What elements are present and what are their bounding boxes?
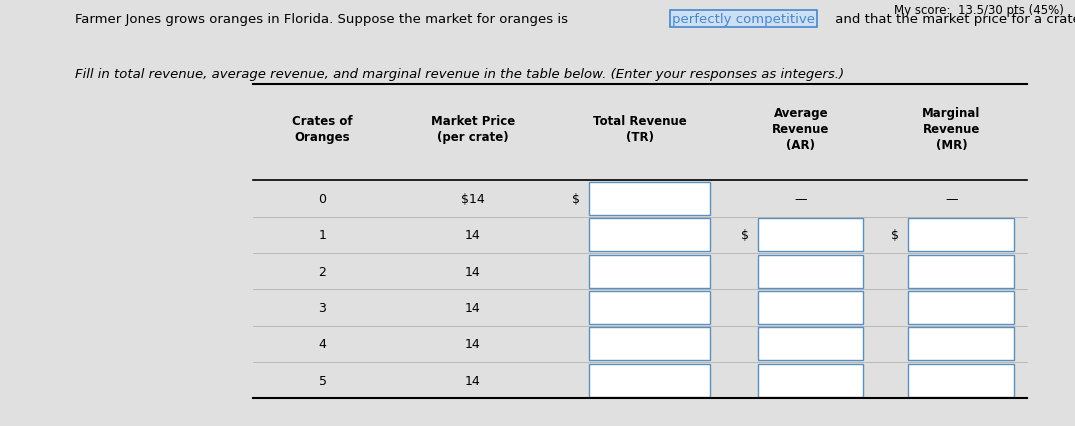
Text: $: $ <box>891 229 899 242</box>
Text: My score:  13.5/30 pts (45%): My score: 13.5/30 pts (45%) <box>894 4 1064 17</box>
Text: Fill in total revenue, average revenue, and marginal revenue in the table below.: Fill in total revenue, average revenue, … <box>75 68 844 81</box>
Text: —: — <box>945 193 958 206</box>
Text: 14: 14 <box>465 337 481 351</box>
Text: 14: 14 <box>465 301 481 314</box>
Text: 4: 4 <box>318 337 327 351</box>
Text: 14: 14 <box>465 265 481 278</box>
Text: perfectly competitive: perfectly competitive <box>672 13 815 26</box>
Text: $: $ <box>741 229 748 242</box>
Text: 1: 1 <box>318 229 327 242</box>
Text: 14: 14 <box>465 374 481 387</box>
Text: $: $ <box>572 193 579 206</box>
Text: 14: 14 <box>465 229 481 242</box>
Text: Total Revenue
(TR): Total Revenue (TR) <box>592 115 687 143</box>
Text: and that the market price for a crate of oranges is $14 per crate.: and that the market price for a crate of… <box>831 13 1075 26</box>
Text: Average
Revenue
(AR): Average Revenue (AR) <box>772 106 830 151</box>
Text: Marginal
Revenue
(MR): Marginal Revenue (MR) <box>922 106 980 151</box>
Text: 5: 5 <box>318 374 327 387</box>
Text: Market Price
(per crate): Market Price (per crate) <box>431 115 515 143</box>
Text: —: — <box>794 193 807 206</box>
Text: 3: 3 <box>318 301 327 314</box>
Text: $14: $14 <box>461 193 485 206</box>
Text: 2: 2 <box>318 265 327 278</box>
Text: Crates of
Oranges: Crates of Oranges <box>292 115 353 143</box>
Text: 0: 0 <box>318 193 327 206</box>
Text: Farmer Jones grows oranges in Florida. Suppose the market for oranges is: Farmer Jones grows oranges in Florida. S… <box>75 13 573 26</box>
